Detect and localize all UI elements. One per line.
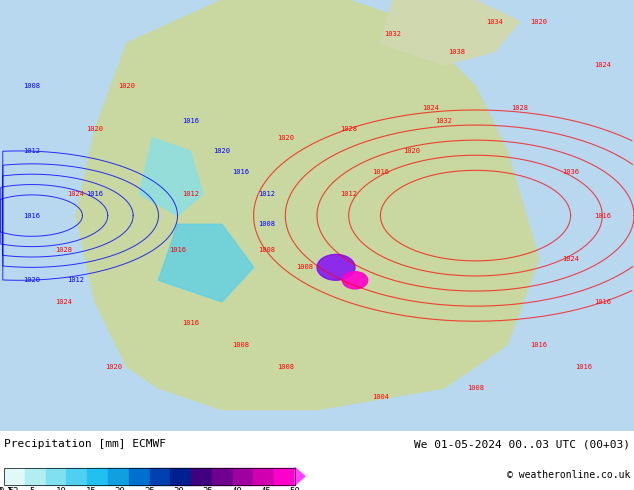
- Bar: [4, 467, 25, 485]
- Text: 40: 40: [231, 487, 242, 490]
- Text: 1024: 1024: [68, 191, 84, 197]
- Text: 1012: 1012: [182, 191, 198, 197]
- Text: 1012: 1012: [23, 148, 40, 154]
- Text: 1008: 1008: [296, 264, 313, 270]
- Text: 50: 50: [290, 487, 301, 490]
- Text: 35: 35: [202, 487, 213, 490]
- Text: 1038: 1038: [448, 49, 465, 55]
- Text: Precipitation [mm] ECMWF: Precipitation [mm] ECMWF: [4, 440, 166, 449]
- Text: 1024: 1024: [55, 299, 72, 305]
- Bar: [4, 467, 295, 485]
- Text: 30: 30: [173, 487, 184, 490]
- Polygon shape: [139, 138, 203, 216]
- Circle shape: [317, 254, 355, 280]
- Text: 1016: 1016: [87, 191, 103, 197]
- Text: 5: 5: [30, 487, 36, 490]
- Text: 1020: 1020: [531, 19, 547, 25]
- Text: 1028: 1028: [340, 126, 357, 132]
- Bar: [129, 467, 150, 485]
- Text: 1016: 1016: [531, 342, 547, 348]
- Bar: [275, 467, 295, 485]
- Bar: [212, 467, 233, 485]
- Text: 1024: 1024: [562, 256, 579, 262]
- Text: 1020: 1020: [106, 364, 122, 369]
- Text: 1: 1: [6, 487, 12, 490]
- Text: 1020: 1020: [119, 83, 135, 89]
- Text: 1032: 1032: [385, 31, 401, 38]
- Bar: [67, 467, 87, 485]
- Polygon shape: [380, 0, 520, 65]
- Polygon shape: [76, 0, 539, 410]
- Text: 1032: 1032: [436, 118, 452, 124]
- Text: © weatheronline.co.uk: © weatheronline.co.uk: [507, 470, 630, 480]
- Text: 1016: 1016: [233, 170, 249, 175]
- Text: 20: 20: [115, 487, 126, 490]
- Text: 1008: 1008: [258, 247, 275, 253]
- Text: 1008: 1008: [467, 385, 484, 391]
- Bar: [46, 467, 67, 485]
- Text: 1016: 1016: [575, 364, 592, 369]
- Text: 1020: 1020: [23, 277, 40, 283]
- Bar: [254, 467, 275, 485]
- Bar: [150, 467, 171, 485]
- Text: 10: 10: [56, 487, 67, 490]
- Text: 1016: 1016: [182, 118, 198, 124]
- Text: 15: 15: [86, 487, 96, 490]
- Text: 1016: 1016: [169, 247, 186, 253]
- Text: 1020: 1020: [277, 135, 294, 141]
- Text: 1016: 1016: [23, 213, 40, 219]
- Text: 1016: 1016: [372, 170, 389, 175]
- Bar: [108, 467, 129, 485]
- Bar: [191, 467, 212, 485]
- Text: 1016: 1016: [182, 320, 198, 326]
- Bar: [87, 467, 108, 485]
- Text: 1008: 1008: [23, 83, 40, 89]
- Text: 1024: 1024: [594, 62, 611, 68]
- Text: 1024: 1024: [423, 105, 439, 111]
- Text: 2: 2: [13, 487, 18, 490]
- Text: 1012: 1012: [340, 191, 357, 197]
- Text: 1016: 1016: [594, 299, 611, 305]
- Polygon shape: [158, 224, 254, 302]
- Polygon shape: [295, 467, 305, 485]
- Text: 1008: 1008: [258, 221, 275, 227]
- Text: 0.1: 0.1: [0, 487, 12, 490]
- Text: 1036: 1036: [562, 170, 579, 175]
- Text: 1004: 1004: [372, 393, 389, 400]
- Text: 1020: 1020: [214, 148, 230, 154]
- Text: 25: 25: [144, 487, 155, 490]
- Text: 1034: 1034: [486, 19, 503, 25]
- Bar: [233, 467, 254, 485]
- Text: 1020: 1020: [404, 148, 420, 154]
- Bar: [25, 467, 46, 485]
- Text: 1028: 1028: [512, 105, 528, 111]
- Text: 1012: 1012: [258, 191, 275, 197]
- Text: We 01-05-2024 00..03 UTC (00+03): We 01-05-2024 00..03 UTC (00+03): [414, 440, 630, 449]
- Text: 1008: 1008: [233, 342, 249, 348]
- Circle shape: [342, 271, 368, 289]
- Text: 45: 45: [261, 487, 271, 490]
- Text: 1016: 1016: [594, 213, 611, 219]
- Text: 1028: 1028: [55, 247, 72, 253]
- Text: 1008: 1008: [277, 364, 294, 369]
- Bar: [171, 467, 191, 485]
- Text: 0.5: 0.5: [0, 487, 15, 490]
- Text: 1020: 1020: [87, 126, 103, 132]
- Text: 1012: 1012: [68, 277, 84, 283]
